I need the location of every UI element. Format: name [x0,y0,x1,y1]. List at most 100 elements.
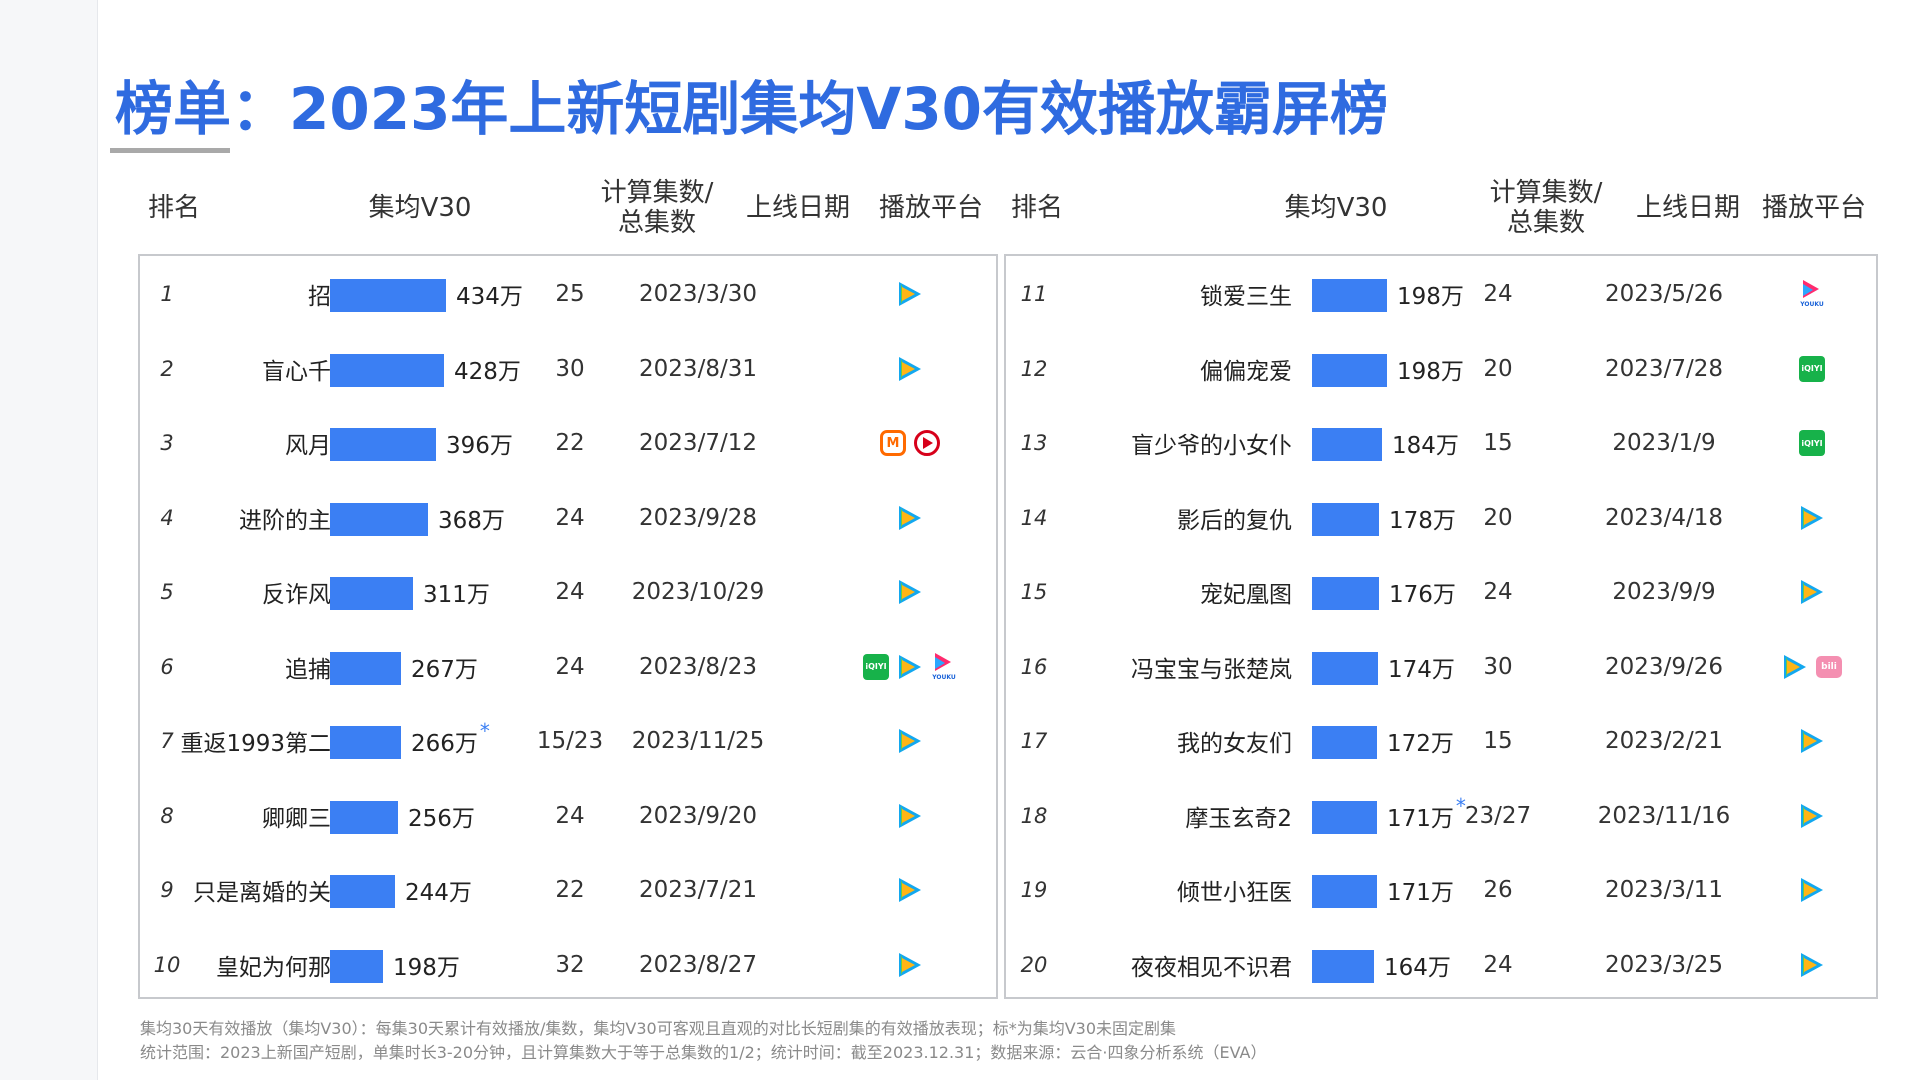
rank-number: 1 [160,282,174,306]
release-date: 2023/3/25 [1605,951,1723,978]
tencent-video-icon-shape [1787,659,1800,674]
release-date: 2023/4/18 [1605,504,1723,531]
rank-number: 8 [160,803,174,828]
release-date: 2023/5/26 [1605,281,1723,307]
ranking-panel-left: 1 招惹 434万 25 2023/3/30 2 盲心千金 428万 30 2023/8/31 3 风… [138,254,998,999]
platform-icons [1756,711,1868,771]
ranking-row: 12 偏偏宠爱 198万 20 2023/7/28 iQIYI [1006,339,1876,399]
ranking-row: 4 进阶的主母 368万 24 2023/9/28 [140,488,996,548]
episode-count: 20 [1483,504,1513,531]
rank-number: 4 [160,505,174,530]
tencent-video-icon-shape [902,808,915,823]
v30-value-label: 198万 [393,954,460,981]
ranking-row: 10 皇妃为何那样 198万 32 2023/8/27 [140,935,996,995]
iqiyi-icon: iQIYI [1799,430,1825,456]
episode-count: 26 [1483,877,1513,903]
release-date: 2023/9/28 [639,504,757,531]
platform-icons: iQIYI [1756,413,1868,473]
tencent-video-icon [897,505,923,531]
tencent-video-icon [897,803,923,829]
ranking-row: 3 风月变 396万 22 2023/7/12 M [140,413,996,473]
v30-bar [330,279,446,312]
v30-value-label: 256万 [408,805,475,832]
drama-title: 夜夜相见不识君 [1131,954,1292,981]
platform-icons [860,860,960,920]
ranking-row: 6 追捕者 267万 24 2023/8/23 iQIYI YOUKU [140,637,996,697]
v30-value-label: 178万 [1389,507,1456,534]
youtvb-icon-shape [923,437,933,449]
tencent-video-icon [1799,579,1825,605]
platform-icons [1756,786,1868,846]
rank-number: 16 [1020,654,1048,679]
tencent-video-icon-shape [1804,883,1817,897]
v30-value-label: 244万 [405,880,472,906]
episode-count: 15/23 [536,728,604,754]
header-count-left: 计算集数/ 总集数 [597,178,717,238]
drama-title: 招惹 [184,264,354,324]
v30-value-label: 198万 [1397,358,1464,385]
release-date: 2023/3/30 [639,281,757,307]
release-date: 2023/1/9 [1612,430,1716,456]
v30-value-label: 171万 * [1387,793,1466,832]
tencent-video-icon [1799,877,1825,903]
v30-value-label: 171万 [1387,880,1454,906]
episode-count: 24 [555,653,585,680]
tencent-video-icon [1799,952,1825,978]
ranking-row: 20 夜夜相见不识君 164万 24 2023/3/25 [1006,935,1876,995]
release-date: 2023/8/23 [639,653,757,680]
episode-count: 24 [1483,579,1513,605]
ranking-row: 19 倾世小狂医 171万 26 2023/3/11 [1006,860,1876,920]
title-underline [110,148,230,153]
v30-bar [330,428,436,461]
v30-value-label: 434万 [456,284,523,310]
v30-bar [1312,800,1377,834]
platform-icons: iQIYI [1756,339,1868,399]
ranking-row: 17 我的女友们 172万 15 2023/2/21 [1006,711,1876,771]
drama-title: 盲心千金 [262,358,354,385]
release-date: 2023/9/9 [1612,579,1716,605]
episode-count: 22 [555,430,585,456]
release-date: 2023/7/12 [639,430,757,456]
ranking-row: 11 锁爱三生 198万 24 2023/5/26 YOUKU [1006,264,1876,324]
tencent-video-icon [897,356,923,382]
header-count-line2: 总集数 [1506,208,1585,238]
rank-number: 7 [160,729,174,753]
episode-count: 15 [1483,430,1513,456]
v30-value-label: 267万 [411,656,478,683]
drama-title: 冯宝宝与张楚岚 [1131,656,1292,683]
platform-icons [860,786,960,846]
tencent-video-icon [897,952,923,978]
rank-number: 15 [1020,580,1048,604]
rank-number: 3 [160,431,174,455]
drama-title: 盲少爷的小女仆 [1131,433,1292,459]
v30-value-label: 266万 * [411,719,490,757]
ranking-row: 1 招惹 434万 25 2023/3/30 [140,264,996,324]
unfixed-star-mark: * [1455,793,1466,818]
header-count-line1: 计算集数/ [1489,178,1603,208]
tencent-video-icon [897,579,923,605]
v30-bar [1312,353,1387,387]
ranking-row: 15 宠妃凰图 176万 24 2023/9/9 [1006,562,1876,622]
episode-count: 23/27 [1464,802,1532,829]
tencent-video-icon [1799,803,1825,829]
rank-number: 5 [160,580,174,604]
v30-bar [330,949,383,983]
drama-title: 卿卿三思 [262,805,354,832]
iqiyi-icon: iQIYI [1799,355,1825,382]
v30-bar [1312,577,1379,610]
tencent-video-icon [1799,728,1825,754]
platform-icons: M [860,413,960,473]
v30-value-label: 176万 [1389,582,1456,608]
rank-number: 17 [1020,729,1048,753]
tencent-video-icon [897,728,923,754]
youku-icon-text: YOUKU [1800,301,1824,308]
drama-title: 影后的复仇 [1177,507,1292,534]
header-count-line2: 总集数 [617,208,696,238]
v30-bar [1312,875,1377,908]
tencent-video-icon [897,877,923,903]
ranking-row: 13 盲少爷的小女仆 184万 15 2023/1/9 iQIYI [1006,413,1876,473]
release-date: 2023/3/11 [1605,877,1723,903]
tencent-video-icon [897,281,923,307]
header-date-left: 上线日期 [745,193,850,223]
rank-number: 9 [160,878,174,902]
